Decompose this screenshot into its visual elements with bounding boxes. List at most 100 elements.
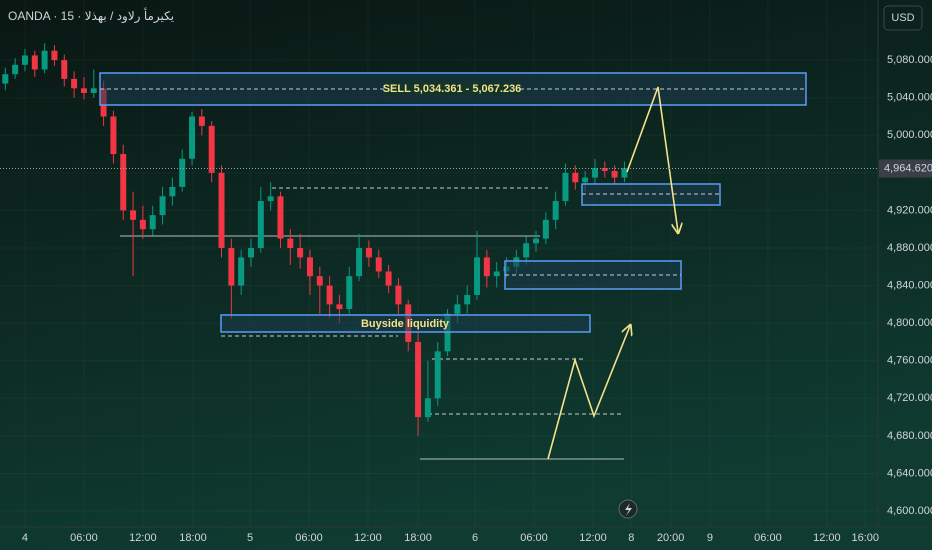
x-tick-label: 18:00 <box>179 532 207 544</box>
x-tick-label: 06:00 <box>754 532 782 544</box>
candle-body <box>257 201 264 248</box>
projection-arrow <box>626 86 678 232</box>
candle-body <box>552 201 559 220</box>
candle-body <box>326 285 333 305</box>
candle-body <box>346 276 353 310</box>
candle-body <box>169 186 176 197</box>
last-price-label: 4,964.620 <box>884 162 932 174</box>
projection-arrows <box>547 86 678 460</box>
candle-body <box>179 158 186 187</box>
x-tick-label: 12:00 <box>354 532 382 544</box>
candle-body <box>306 257 313 277</box>
candle-body <box>238 257 245 286</box>
candle-body <box>415 341 422 418</box>
label-bg <box>384 81 520 97</box>
candle-body <box>474 257 481 295</box>
candle-body <box>41 50 48 70</box>
candle-body <box>31 55 38 70</box>
candle-body <box>149 215 156 230</box>
x-tick-label: 12:00 <box>129 532 157 544</box>
y-tick-label: 4,880.000 <box>887 242 932 254</box>
candle-body <box>218 172 225 248</box>
candle-body <box>277 196 284 239</box>
candle-body <box>601 168 608 171</box>
liquidity-zone <box>220 314 591 333</box>
candle-body <box>120 154 127 211</box>
candle-body <box>110 116 117 155</box>
annotations <box>120 187 624 460</box>
x-tick-label: 5 <box>247 532 253 544</box>
liquidity-label: Buyside liquidity <box>361 318 450 330</box>
candle-body <box>71 78 78 89</box>
candle-body <box>130 210 137 220</box>
candle-body <box>21 55 28 65</box>
x-tick-label: 06:00 <box>295 532 323 544</box>
candle-body <box>51 50 58 61</box>
candle-body <box>297 248 304 258</box>
y-tick-label: 4,760.000 <box>887 355 932 367</box>
candle-body <box>228 248 235 286</box>
x-tick-label: 16:00 <box>851 532 879 544</box>
candle-body <box>159 196 166 216</box>
x-tick-label: 12:00 <box>813 532 841 544</box>
candle-body <box>434 351 441 399</box>
candle-body <box>621 168 628 178</box>
candle-body <box>198 116 205 126</box>
candle-body <box>336 304 343 310</box>
y-tick-label: 5,000.000 <box>887 129 932 141</box>
symbol-title: OANDA · 15 · يكيرمأ رلاود / بهذلا <box>8 7 174 24</box>
candle-body <box>611 170 618 178</box>
candle-body <box>80 88 87 93</box>
candle-body <box>532 238 539 244</box>
candle-body <box>356 248 363 277</box>
currency-button[interactable] <box>883 5 923 31</box>
x-tick-label: 20:00 <box>657 532 685 544</box>
candle-body <box>591 168 598 178</box>
x-tick-label: 4 <box>22 532 28 544</box>
y-tick-label: 4,800.000 <box>887 317 932 329</box>
candle-body <box>542 219 549 239</box>
candle-body <box>247 248 254 258</box>
supply-zone <box>581 183 721 206</box>
y-tick-label: 5,040.000 <box>887 92 932 104</box>
currency-label: USD <box>891 12 914 24</box>
axes: 4,600.000 4,640.000 4,680.000 4,720.000 4,76… <box>0 54 932 544</box>
x-tick-label: 6 <box>472 532 478 544</box>
candle-body <box>483 257 490 277</box>
x-tick-label: 06:00 <box>70 532 98 544</box>
y-tick-label: 4,920.000 <box>887 204 932 216</box>
candle-body <box>189 116 196 159</box>
candle-body <box>316 276 323 286</box>
zones: SELL 5,034.361 - 5,067.236 Buyside liqui… <box>99 72 807 333</box>
projection-arrow <box>547 326 630 460</box>
replay-icon[interactable] <box>618 499 638 519</box>
candle-body <box>464 294 471 305</box>
x-tick-label: 12:00 <box>579 532 607 544</box>
candle-body <box>572 172 579 183</box>
candle-body <box>365 248 372 258</box>
candle-body <box>454 304 461 314</box>
candle-body <box>523 243 530 258</box>
y-tick-label: 4,840.000 <box>887 279 932 291</box>
candle-body <box>90 88 97 93</box>
sell-label: SELL 5,034.361 - 5,067.236 <box>383 83 522 95</box>
candle-body <box>395 285 402 305</box>
last-price-badge <box>879 159 932 178</box>
candle-body <box>287 238 294 248</box>
y-tick-label: 4,600.000 <box>887 505 932 517</box>
x-tick-label: 18:00 <box>404 532 432 544</box>
y-tick-label: 4,640.000 <box>887 467 932 479</box>
candle-body <box>139 219 146 230</box>
candle-body <box>12 64 19 75</box>
candle-body <box>2 74 9 84</box>
candle-body <box>61 60 68 79</box>
y-tick-label: 4,680.000 <box>887 430 932 442</box>
candle-body <box>424 398 431 418</box>
candle-body <box>267 196 274 202</box>
candle-body <box>208 125 215 173</box>
candle-body <box>375 257 382 272</box>
candle-body <box>582 177 589 183</box>
y-tick-label: 4,720.000 <box>887 392 932 404</box>
x-tick-label: 9 <box>707 532 713 544</box>
